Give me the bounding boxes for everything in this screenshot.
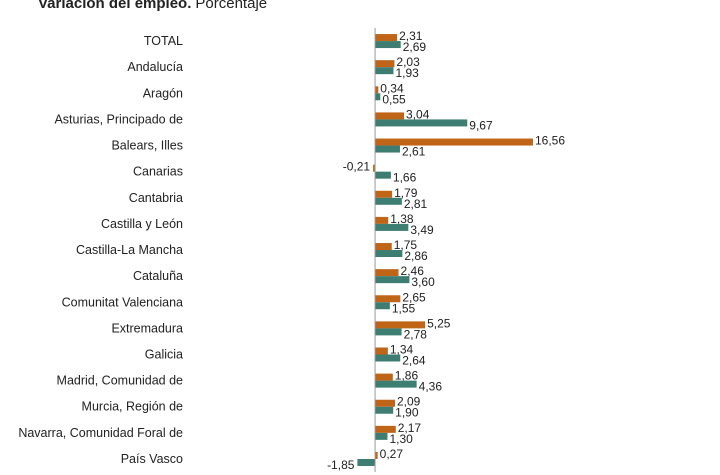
value-label: 9,67 xyxy=(469,118,493,132)
bar xyxy=(375,145,400,153)
bar xyxy=(357,458,376,466)
bar xyxy=(375,451,378,459)
category-label: Aragón xyxy=(143,86,183,100)
bar xyxy=(375,250,403,258)
category-label: País Vasco xyxy=(121,452,183,466)
bar xyxy=(375,60,395,68)
category-label: Murcia, Región de xyxy=(82,400,183,414)
category-label: Canarias xyxy=(133,165,183,179)
bar xyxy=(375,302,390,310)
category-label: TOTAL xyxy=(144,34,183,48)
value-label: 1,66 xyxy=(393,171,417,185)
value-label: 1,93 xyxy=(395,66,419,80)
value-label: 2,78 xyxy=(404,327,428,341)
bar xyxy=(375,354,401,362)
value-label: 2,03 xyxy=(396,55,420,69)
value-label: 1,30 xyxy=(389,432,413,446)
value-label: -0,21 xyxy=(343,160,371,174)
chart-title: Variación del empleo. xyxy=(38,0,191,12)
bar xyxy=(375,380,417,388)
value-label: 0,27 xyxy=(380,447,404,461)
bar xyxy=(375,432,388,440)
value-label: 4,36 xyxy=(419,380,443,394)
value-label: 2,17 xyxy=(398,421,422,435)
category-label: Balears, Illes xyxy=(111,139,183,153)
value-label: 1,38 xyxy=(390,212,414,226)
value-label: 2,31 xyxy=(399,29,423,43)
value-label: 0,55 xyxy=(382,92,406,106)
value-label: 1,55 xyxy=(392,301,416,315)
bar xyxy=(375,216,389,224)
bar xyxy=(375,171,391,179)
bar xyxy=(375,347,388,355)
category-label: Asturias, Principado de xyxy=(54,112,183,126)
bar xyxy=(373,164,376,172)
bar xyxy=(375,197,402,205)
bar xyxy=(375,34,398,42)
value-label: 2,09 xyxy=(397,395,421,409)
bar xyxy=(375,119,468,127)
category-label: Madrid, Comunidad de xyxy=(57,374,184,388)
chart-heading: Variación del empleo. Porcentaje xyxy=(38,0,267,12)
value-label: 3,60 xyxy=(411,275,435,289)
bar xyxy=(375,295,401,303)
value-label: 16,56 xyxy=(535,134,565,148)
bar xyxy=(375,406,394,414)
category-label: Castilla y León xyxy=(101,217,183,231)
value-label: 3,49 xyxy=(410,223,434,237)
bar xyxy=(375,276,410,284)
category-label: Comunitat Valenciana xyxy=(62,295,183,309)
category-label: Castilla-La Mancha xyxy=(76,243,183,257)
bar xyxy=(375,138,533,146)
bar xyxy=(375,93,381,101)
bar xyxy=(375,112,405,120)
bar xyxy=(375,399,395,407)
bar xyxy=(375,41,401,49)
value-label: 1,75 xyxy=(394,238,418,252)
value-label: 1,34 xyxy=(390,343,414,357)
bar xyxy=(375,373,393,381)
bar xyxy=(375,243,392,251)
category-label: Navarra, Comunidad Foral de xyxy=(18,426,183,440)
value-label: 2,46 xyxy=(401,264,425,278)
value-label: 2,81 xyxy=(404,197,428,211)
bar xyxy=(375,328,402,336)
bar xyxy=(375,321,426,329)
bar xyxy=(375,425,396,433)
value-label: 2,61 xyxy=(402,145,426,159)
value-label: 0,34 xyxy=(380,81,404,95)
bar xyxy=(375,67,394,75)
value-label: -1,85 xyxy=(327,458,355,472)
bar xyxy=(375,190,393,198)
value-label: 1,79 xyxy=(394,186,418,200)
value-label: 5,25 xyxy=(427,316,451,330)
category-label: Cantabria xyxy=(129,191,183,205)
value-label: 2,64 xyxy=(402,354,426,368)
bar xyxy=(375,223,409,231)
value-label: 1,86 xyxy=(395,369,419,383)
chart-subtitle: Porcentaje xyxy=(195,0,267,12)
value-label: 1,90 xyxy=(395,406,419,420)
category-label: Extremadura xyxy=(111,321,183,335)
category-label: Galicia xyxy=(145,348,183,362)
bar xyxy=(375,269,399,277)
bar xyxy=(375,86,379,94)
value-label: 2,65 xyxy=(402,290,426,304)
value-label: 2,69 xyxy=(403,40,427,54)
category-label: Andalucía xyxy=(127,60,183,74)
category-label: Cataluña xyxy=(133,269,183,283)
value-label: 2,86 xyxy=(404,249,428,263)
value-label: 3,04 xyxy=(406,107,430,121)
